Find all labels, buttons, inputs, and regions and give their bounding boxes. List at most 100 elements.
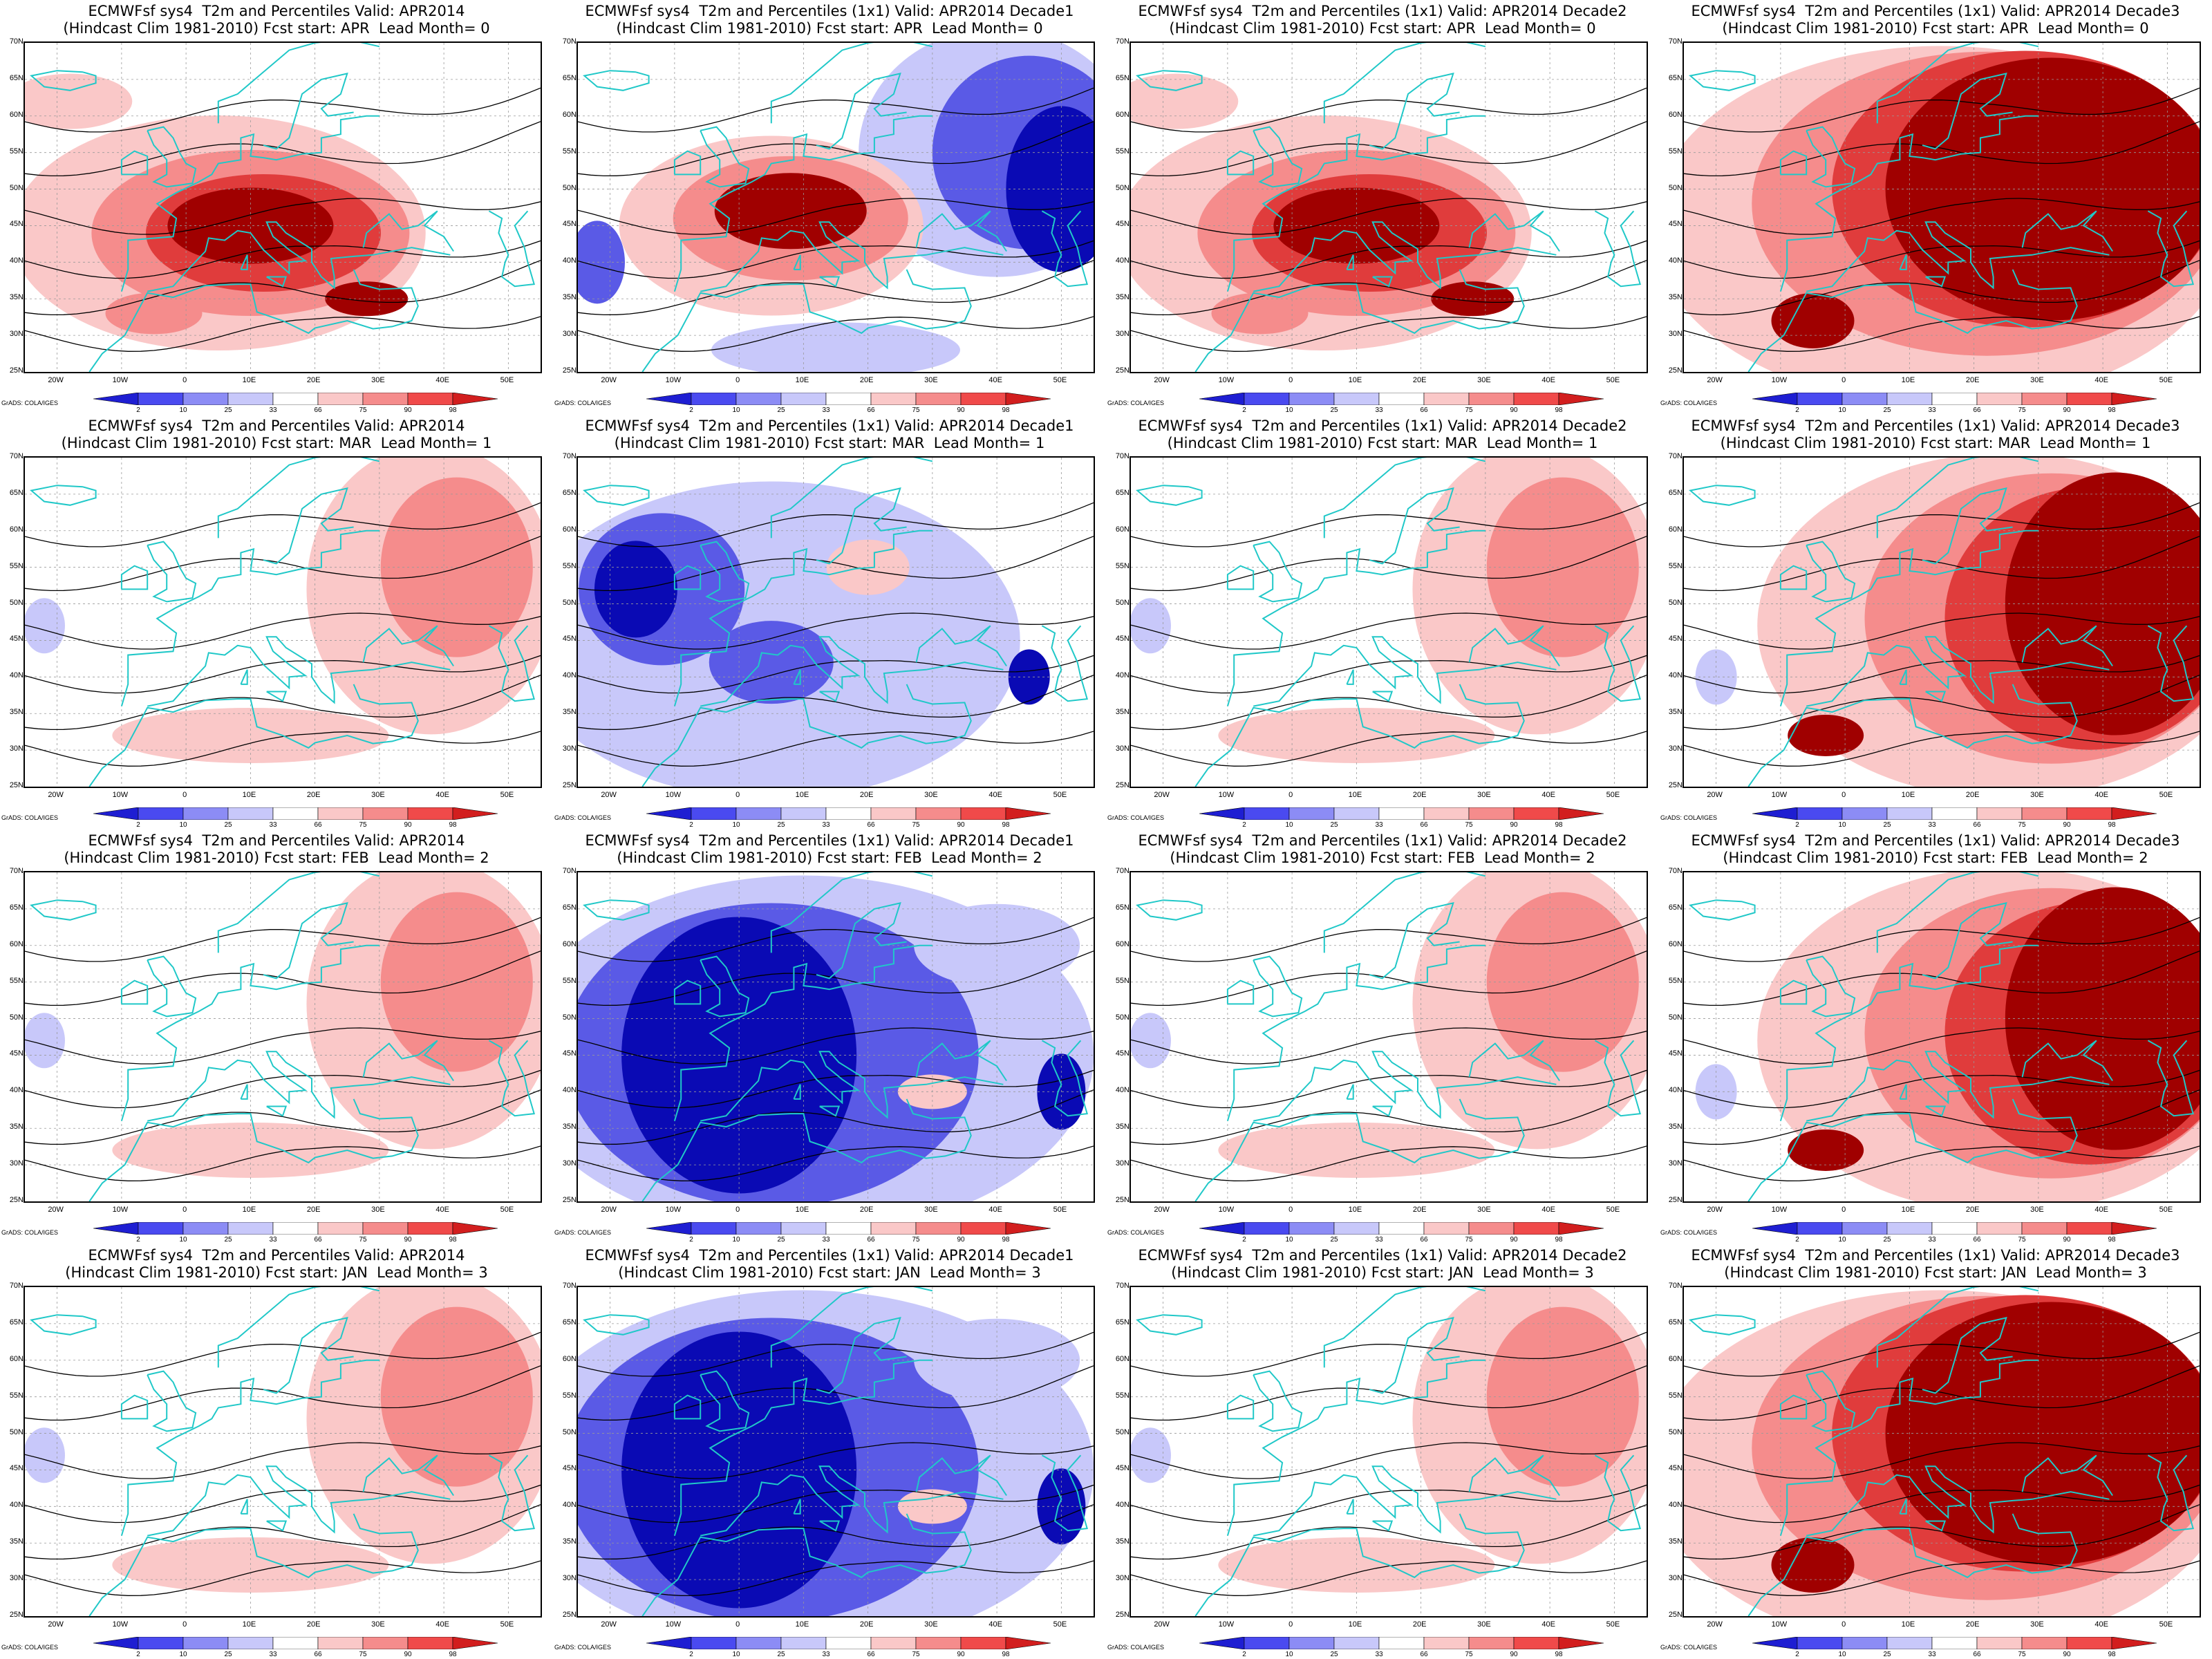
latitude-label: 55N bbox=[9, 1391, 24, 1400]
latitude-label: 70N bbox=[1668, 1282, 1683, 1290]
latitude-label: 60N bbox=[1668, 110, 1683, 119]
colorbar bbox=[1752, 807, 2157, 820]
longitude-label: 20E bbox=[306, 1620, 321, 1629]
colorbar-label: 33 bbox=[1375, 1236, 1383, 1244]
latitude-label: 70N bbox=[1668, 867, 1683, 875]
colorbar-label: 25 bbox=[777, 406, 785, 414]
colorbar-label: 75 bbox=[2018, 821, 2026, 829]
latitude-label: 60N bbox=[9, 110, 24, 119]
colorbar-label: 33 bbox=[1928, 821, 1936, 829]
colorbar-label: 75 bbox=[1465, 1651, 1473, 1658]
colorbar-label: 25 bbox=[1330, 1651, 1338, 1658]
colorbar bbox=[93, 393, 498, 405]
colorbar-label: 75 bbox=[912, 1651, 920, 1658]
panel-title: ECMWFsf sys4 T2m and Percentiles (1x1) V… bbox=[1691, 832, 2180, 849]
colorbar bbox=[1199, 1222, 1604, 1235]
longitude-label: 0 bbox=[1288, 791, 1293, 799]
panel-subtitle: (Hindcast Clim 1981-2010) Fcst start: JA… bbox=[1724, 1264, 2147, 1281]
colorbar bbox=[1199, 807, 1604, 820]
colorbar-label: 66 bbox=[1973, 1236, 1981, 1244]
colorbar-label: 75 bbox=[912, 821, 920, 829]
panel-title: ECMWFsf sys4 T2m and Percentiles (1x1) V… bbox=[585, 832, 1074, 849]
latitude-label: 45N bbox=[1668, 1464, 1683, 1473]
longitude-label: 40E bbox=[1541, 791, 1555, 799]
longitude-label: 50E bbox=[1053, 791, 1067, 799]
latitude-label: 65N bbox=[562, 488, 577, 497]
colorbar-label: 10 bbox=[1285, 1651, 1293, 1658]
map-plot bbox=[1130, 41, 1648, 373]
latitude-label: 70N bbox=[1115, 452, 1130, 460]
colorbar-label: 90 bbox=[404, 1236, 412, 1244]
map-plot bbox=[1683, 456, 2201, 788]
longitude-label: 20E bbox=[859, 1620, 874, 1629]
colorbar-label: 2 bbox=[689, 406, 693, 414]
colorbar-label: 25 bbox=[1883, 406, 1891, 414]
longitude-label: 40E bbox=[435, 791, 449, 799]
colorbar-label: 98 bbox=[1002, 1651, 1010, 1658]
latitude-label: 70N bbox=[1668, 37, 1683, 46]
map-plot bbox=[577, 871, 1095, 1203]
longitude-label: 30E bbox=[2030, 1620, 2044, 1629]
longitude-label: 20E bbox=[859, 376, 874, 384]
colorbar-label: 98 bbox=[1002, 1236, 1010, 1244]
latitude-label: 65N bbox=[9, 903, 24, 912]
longitude-label: 10E bbox=[795, 1620, 809, 1629]
longitude-label: 10E bbox=[242, 1620, 256, 1629]
panel-title: ECMWFsf sys4 T2m and Percentiles (1x1) V… bbox=[1138, 3, 1627, 19]
latitude-label: 40N bbox=[9, 1501, 24, 1510]
colorbar-label: 2 bbox=[1795, 1651, 1799, 1658]
colorbar-label: 75 bbox=[912, 1236, 920, 1244]
colorbar-label: 75 bbox=[912, 406, 920, 414]
longitude-label: 30E bbox=[2030, 791, 2044, 799]
colorbar-label: 90 bbox=[957, 821, 965, 829]
longitude-label: 10E bbox=[795, 1206, 809, 1214]
latitude-label: 45N bbox=[562, 220, 577, 229]
colorbar-label: 33 bbox=[1928, 406, 1936, 414]
latitude-label: 50N bbox=[562, 598, 577, 607]
map-panel: ECMWFsf sys4 T2m and Percentiles (1x1) V… bbox=[1659, 830, 2212, 1244]
latitude-label: 30N bbox=[9, 330, 24, 339]
panel-subtitle: (Hindcast Clim 1981-2010) Fcst start: AP… bbox=[1722, 20, 2149, 37]
colorbar-label: 25 bbox=[224, 406, 232, 414]
colorbar-label: 10 bbox=[732, 821, 740, 829]
colorbar-label: 90 bbox=[957, 406, 965, 414]
longitude-label: 0 bbox=[182, 376, 187, 384]
credit-label: GrADS: COLA/IGES bbox=[1, 814, 59, 821]
panel-title: ECMWFsf sys4 T2m and Percentiles (1x1) V… bbox=[1691, 3, 2180, 19]
colorbar-label: 66 bbox=[314, 821, 322, 829]
latitude-label: 55N bbox=[562, 1391, 577, 1400]
longitude-label: 40E bbox=[1541, 376, 1555, 384]
panel-title: ECMWFsf sys4 T2m and Percentiles (1x1) V… bbox=[585, 3, 1074, 19]
colorbar-label: 33 bbox=[822, 1651, 830, 1658]
longitude-label: 10W bbox=[665, 791, 682, 799]
latitude-label: 25N bbox=[1115, 781, 1130, 789]
latitude-label: 55N bbox=[1115, 976, 1130, 985]
longitude-label: 40E bbox=[988, 376, 1002, 384]
colorbar-label: 98 bbox=[449, 1236, 457, 1244]
latitude-label: 60N bbox=[1668, 939, 1683, 948]
latitude-label: 40N bbox=[1115, 671, 1130, 680]
longitude-label: 30E bbox=[371, 791, 385, 799]
longitude-label: 10W bbox=[1218, 1620, 1235, 1629]
latitude-label: 25N bbox=[562, 1196, 577, 1204]
map-panel: ECMWFsf sys4 T2m and Percentiles Valid: … bbox=[0, 830, 553, 1244]
longitude-label: 20E bbox=[1412, 791, 1427, 799]
colorbar-label: 98 bbox=[2108, 1651, 2116, 1658]
longitude-label: 40E bbox=[435, 376, 449, 384]
longitude-label: 30E bbox=[2030, 376, 2044, 384]
latitude-label: 65N bbox=[9, 73, 24, 82]
longitude-label: 20W bbox=[1707, 376, 1723, 384]
map-plot bbox=[577, 41, 1095, 373]
map-panel: ECMWFsf sys4 T2m and Percentiles Valid: … bbox=[0, 1244, 553, 1659]
longitude-label: 30E bbox=[1477, 1620, 1491, 1629]
longitude-label: 20W bbox=[601, 1206, 617, 1214]
latitude-label: 40N bbox=[562, 1086, 577, 1095]
latitude-label: 35N bbox=[1115, 1123, 1130, 1132]
latitude-label: 35N bbox=[1668, 1537, 1683, 1546]
credit-label: GrADS: COLA/IGES bbox=[1, 1644, 59, 1651]
latitude-label: 50N bbox=[9, 1427, 24, 1436]
latitude-label: 45N bbox=[9, 1464, 24, 1473]
latitude-label: 60N bbox=[9, 939, 24, 948]
longitude-label: 50E bbox=[500, 1620, 514, 1629]
